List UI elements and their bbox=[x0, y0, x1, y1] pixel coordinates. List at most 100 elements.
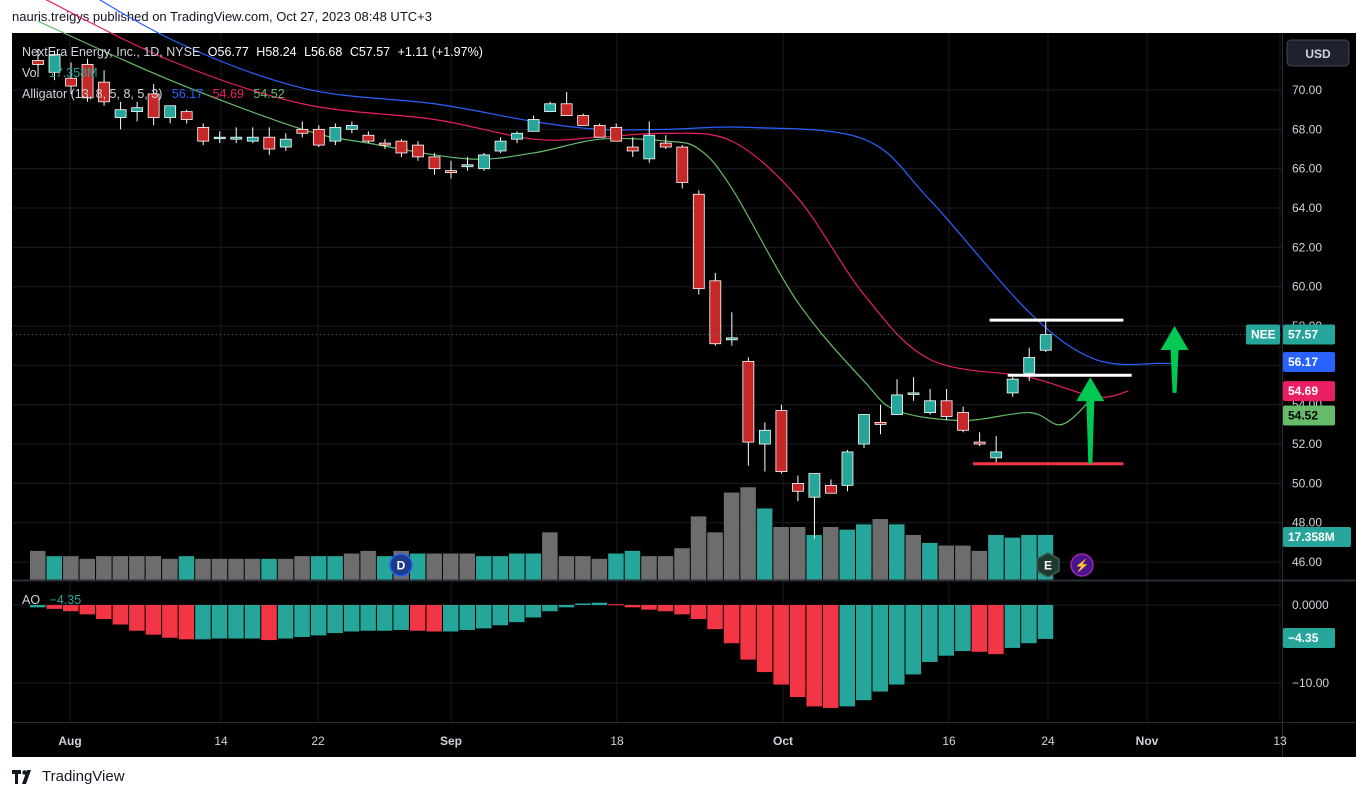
volume-bars bbox=[30, 487, 1054, 580]
volume-bar bbox=[129, 556, 145, 580]
candle bbox=[461, 156, 474, 171]
candle bbox=[147, 84, 160, 126]
candle-body bbox=[692, 193, 705, 290]
candle bbox=[924, 388, 936, 415]
candle-body bbox=[527, 119, 540, 132]
ao-bar bbox=[889, 605, 905, 685]
volume-bar bbox=[707, 532, 723, 580]
volume-bar bbox=[343, 553, 360, 580]
candle bbox=[131, 101, 144, 122]
ao-bar bbox=[525, 605, 542, 618]
candle bbox=[213, 131, 226, 144]
legend: NextEra Energy, Inc., 1D, NYSE O56.77 H5… bbox=[22, 45, 483, 607]
candle-body bbox=[990, 451, 1003, 459]
price-tags: NEE 57.57 56.17 54.69 54.52 17.358M −4.35 bbox=[12, 324, 1351, 648]
ao-bar bbox=[1021, 605, 1037, 644]
candle bbox=[775, 404, 788, 474]
candle-body bbox=[858, 414, 870, 445]
ao-tick-label: 0.0000 bbox=[1292, 598, 1329, 612]
candle bbox=[758, 422, 771, 472]
ao-bar bbox=[575, 603, 591, 605]
time-tick-label: 14 bbox=[214, 734, 228, 748]
ao-bar bbox=[443, 605, 459, 632]
candle-body bbox=[395, 140, 408, 154]
volume-bar bbox=[178, 556, 195, 580]
footer[interactable]: TradingView bbox=[12, 768, 125, 785]
volume-bar bbox=[889, 524, 905, 580]
time-axis[interactable]: Aug 14 22 Sep 18 Oct 16 24 Nov 13 bbox=[58, 734, 1287, 748]
candle bbox=[577, 113, 590, 126]
candle bbox=[312, 125, 325, 148]
volume-bar bbox=[690, 516, 707, 580]
volume-bar bbox=[591, 558, 608, 580]
dividend-marker-icon[interactable]: D bbox=[389, 553, 413, 577]
candle bbox=[643, 121, 656, 163]
candle-body bbox=[511, 132, 523, 140]
candle bbox=[792, 475, 804, 502]
currency-label: USD bbox=[1305, 47, 1331, 61]
svg-text:Vol 17.358M: Vol 17.358M bbox=[22, 66, 98, 80]
candle-body bbox=[494, 140, 507, 152]
ao-bar bbox=[872, 605, 889, 692]
currency-button[interactable]: USD bbox=[1286, 39, 1350, 67]
candle-body bbox=[841, 451, 854, 486]
candle-body bbox=[577, 115, 590, 126]
ao-bar bbox=[988, 605, 1004, 655]
candle-body bbox=[792, 482, 804, 492]
candle-body bbox=[213, 136, 226, 140]
ao-bar bbox=[641, 605, 657, 610]
price-tick-label: 62.00 bbox=[1292, 240, 1322, 254]
volume-bar bbox=[426, 553, 442, 580]
candle bbox=[48, 50, 61, 81]
ao-bar bbox=[63, 605, 79, 612]
candle bbox=[742, 357, 755, 466]
legend-alligator-jaw: 56.17 bbox=[172, 87, 203, 101]
ao-bar bbox=[723, 605, 740, 644]
candle-body bbox=[263, 136, 276, 150]
time-tick-label: 24 bbox=[1041, 734, 1055, 748]
volume-tag-bg bbox=[1283, 527, 1351, 547]
price-tick-label: 46.00 bbox=[1292, 555, 1322, 569]
ao-bar bbox=[244, 605, 261, 639]
time-tick-label: 13 bbox=[1273, 734, 1287, 748]
earnings-marker-icon[interactable]: E bbox=[1036, 552, 1060, 578]
ao-bar bbox=[509, 605, 525, 623]
ao-bar bbox=[740, 605, 756, 660]
ao-tag-text: −4.35 bbox=[1288, 631, 1319, 645]
volume-bar bbox=[839, 529, 855, 580]
lips-price-tag-bg bbox=[1283, 405, 1335, 426]
volume-bar bbox=[608, 553, 624, 580]
ao-bar bbox=[707, 605, 723, 630]
candle bbox=[940, 388, 953, 421]
time-tick-label: 16 bbox=[942, 734, 956, 748]
candle bbox=[511, 131, 523, 144]
candle-body bbox=[412, 144, 424, 158]
split-marker-icon[interactable]: ⚡ bbox=[1070, 553, 1094, 577]
ao-bar bbox=[459, 605, 476, 630]
candle bbox=[874, 404, 887, 435]
ao-bar bbox=[591, 602, 608, 605]
ao-bar bbox=[409, 605, 426, 631]
volume-bar bbox=[63, 556, 79, 580]
candle-body bbox=[246, 136, 259, 142]
candle bbox=[593, 123, 606, 138]
price-tick-label: 70.00 bbox=[1292, 83, 1322, 97]
ao-bar bbox=[856, 605, 872, 701]
ao-bar bbox=[96, 605, 112, 620]
jaw-price-tag: 56.17 bbox=[1283, 352, 1335, 373]
candle bbox=[98, 70, 110, 106]
volume-bar bbox=[228, 558, 244, 580]
ao-bar bbox=[426, 605, 442, 632]
candle bbox=[676, 145, 689, 189]
event-markers[interactable]: D E ⚡ bbox=[389, 552, 1094, 578]
earnings-hex bbox=[1036, 552, 1060, 578]
volume-bar bbox=[971, 550, 988, 580]
volume-bar bbox=[244, 558, 261, 580]
volume-bar bbox=[723, 492, 740, 580]
candle bbox=[32, 48, 44, 71]
candle-body bbox=[345, 125, 358, 130]
legend-alligator-teeth: 54.69 bbox=[213, 87, 244, 101]
ao-axis[interactable]: 0.0000 −10.00 bbox=[1292, 598, 1329, 690]
volume-bar bbox=[955, 545, 971, 580]
